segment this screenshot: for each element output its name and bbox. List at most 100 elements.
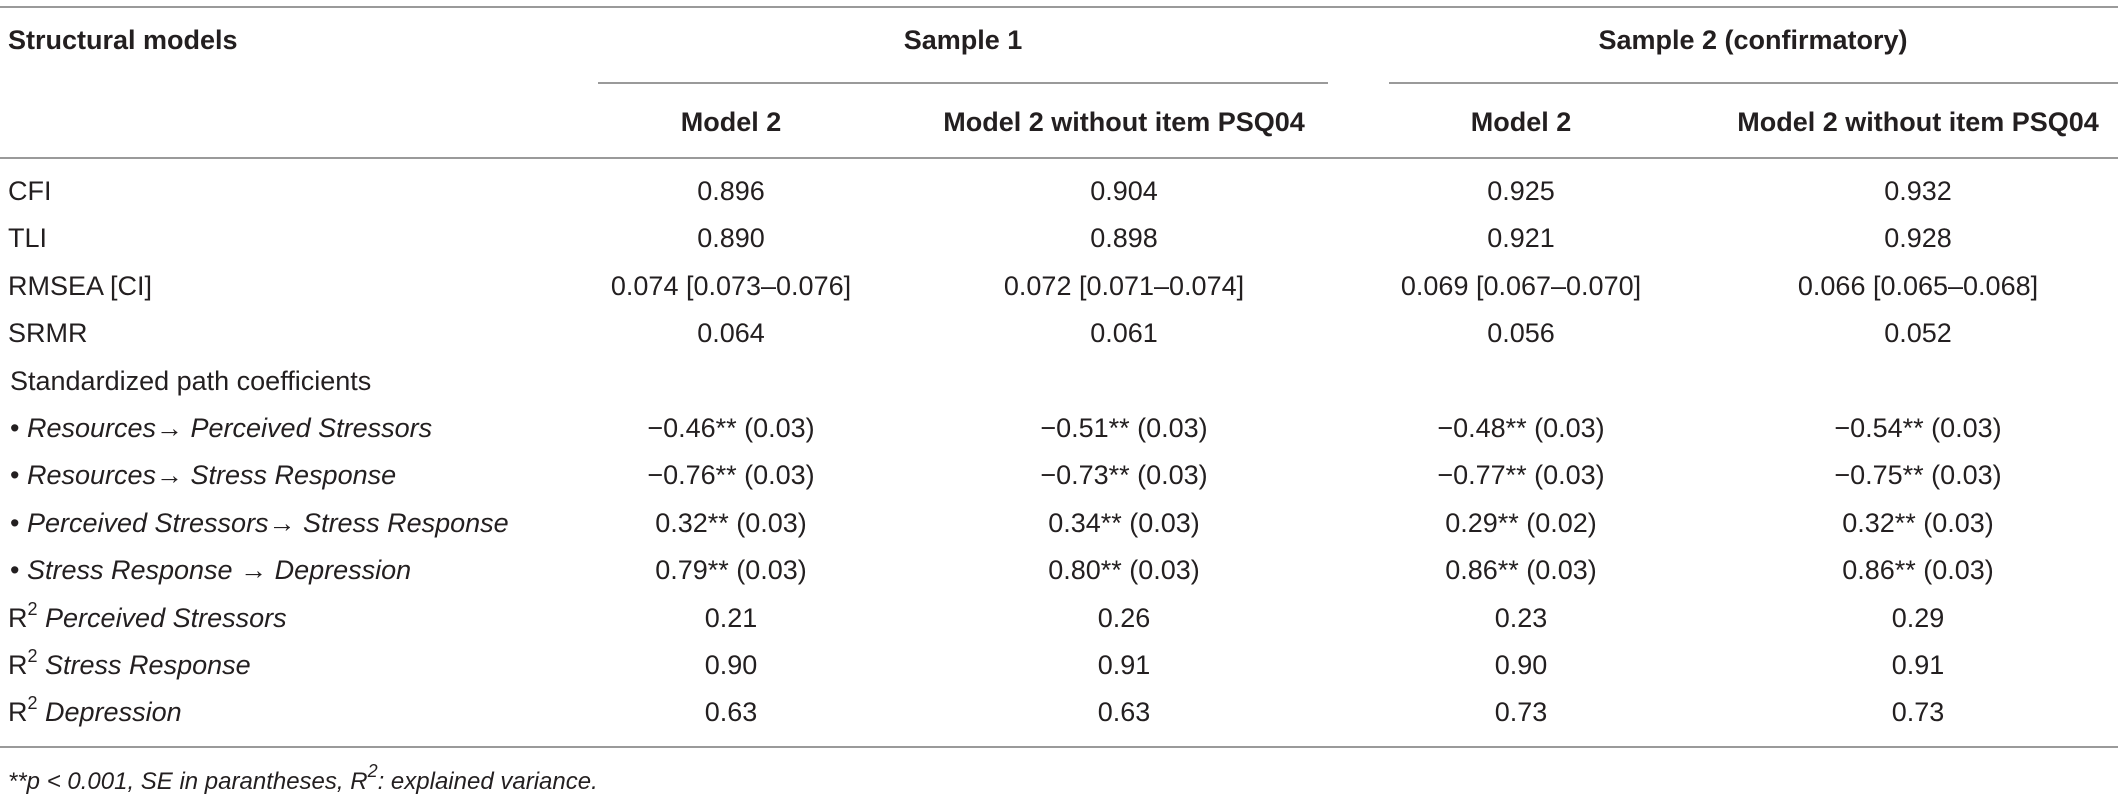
footnote-superscript: 2 <box>367 761 378 781</box>
table-cell: 0.890 <box>697 223 765 254</box>
table-cell: 0.072 [0.071–0.074] <box>1003 270 1245 301</box>
table-cell: 0.90 <box>1494 649 1548 680</box>
table-cell: 0.23 <box>1494 602 1548 633</box>
table-row: RMSEA [CI] 0.074 [0.073–0.076] 0.072 [0.07… <box>0 265 2118 312</box>
r-squared-superscript: 2 <box>27 598 38 619</box>
table-cell: 0.29 <box>1891 602 1945 633</box>
table-cell: 0.052 <box>1884 318 1952 349</box>
r-squared-symbol: R <box>8 697 28 728</box>
table-row: • Resources→ Stress Response −0.76** (0.0… <box>0 454 2118 501</box>
row-label-text: Perceived Stressors→ Stress Response <box>26 507 509 538</box>
table-cell: 0.921 <box>1487 223 1555 254</box>
header-col4: Model 2 without item PSQ04 <box>1737 107 2099 137</box>
r-squared-symbol: R <box>8 649 28 680</box>
table-cell: 0.73 <box>1891 697 1945 728</box>
table-row: • Stress Response → Depression 0.79** (0.… <box>0 549 2118 596</box>
row-label: R2 Depression <box>8 694 182 728</box>
row-label: TLI <box>8 223 47 254</box>
table-cell: 0.928 <box>1884 223 1952 254</box>
r-squared-symbol: R <box>8 602 28 633</box>
row-label-text: Stress Response <box>45 649 251 680</box>
table-row: R2 Perceived Stressors 0.21 0.26 0.23 0.29 <box>0 597 2118 644</box>
row-label: RMSEA [CI] <box>8 271 152 302</box>
table-cell: −0.75** (0.03) <box>1834 460 2002 491</box>
header-rule <box>0 157 2118 159</box>
footnote-text-end: : explained variance. <box>377 768 598 795</box>
table-cell: 0.898 <box>1090 223 1158 254</box>
row-label: • Resources→ Perceived Stressors <box>10 413 432 444</box>
table-cell: 0.86** (0.03) <box>1842 555 1994 586</box>
row-label-text: Stress Response → Depression <box>26 555 412 586</box>
row-label-text: Standardized path coefficients <box>10 365 372 396</box>
table-cell: 0.90 <box>704 649 758 680</box>
table-row: SRMR 0.064 0.061 0.056 0.052 <box>0 312 2118 359</box>
header-sample2: Sample 2 (confirmatory) <box>1598 25 1908 55</box>
table-cell: 0.066 [0.065–0.068] <box>1797 270 2039 301</box>
bullet-icon: • <box>10 412 20 443</box>
header-col3: Model 2 <box>1470 107 1572 137</box>
sample1-group-rule <box>598 82 1328 84</box>
row-label: CFI <box>8 176 52 207</box>
row-label-text: TLI <box>8 223 48 254</box>
table-row: CFI 0.896 0.904 0.925 0.932 <box>0 170 2118 217</box>
table-cell: 0.29** (0.02) <box>1445 507 1597 538</box>
row-label: R2 Perceived Stressors <box>8 600 287 634</box>
row-label: SRMR <box>8 318 88 349</box>
table-cell: 0.86** (0.03) <box>1445 555 1597 586</box>
table-cell: 0.91 <box>1097 649 1151 680</box>
table-row: • Resources→ Perceived Stressors −0.46** … <box>0 407 2118 454</box>
row-label-text: Resources→ Stress Response <box>26 460 397 491</box>
r-squared-superscript: 2 <box>27 693 38 714</box>
bullet-icon: • <box>10 460 20 491</box>
table-row: TLI 0.890 0.898 0.921 0.928 <box>0 217 2118 264</box>
table-cell: 0.932 <box>1884 176 1952 206</box>
row-label: R2 Stress Response <box>8 647 251 681</box>
table-cell: −0.46** (0.03) <box>647 412 815 443</box>
table-cell: 0.63 <box>704 697 758 728</box>
table-cell: 0.896 <box>697 176 765 206</box>
table-cell: 0.904 <box>1090 176 1158 206</box>
table-row: • Perceived Stressors→ Stress Response 0.… <box>0 502 2118 549</box>
table-cell: 0.34** (0.03) <box>1048 507 1200 538</box>
table-body: CFI 0.896 0.904 0.925 0.932 TLI 0.890 0.898 0.92… <box>0 170 2118 739</box>
table-row: R2 Stress Response 0.90 0.91 0.90 0.91 <box>0 644 2118 691</box>
top-rule <box>0 6 2118 8</box>
header-col1: Model 2 <box>680 107 782 137</box>
row-label-text: RMSEA [CI] <box>8 270 153 301</box>
row-label-text: SRMR <box>8 318 88 349</box>
table-cell: 0.061 <box>1090 318 1158 349</box>
header-sample1: Sample 1 <box>903 25 1023 55</box>
table-cell: 0.21 <box>704 602 758 633</box>
table-cell: 0.32** (0.03) <box>1842 507 1994 538</box>
table-cell: 0.074 [0.073–0.076] <box>610 270 852 301</box>
table-cell: −0.51** (0.03) <box>1040 412 1208 443</box>
table-footnote: **p < 0.001, SE in parantheses, R2: expl… <box>8 762 598 796</box>
table-row: R2 Depression 0.63 0.63 0.73 0.73 <box>0 691 2118 738</box>
bullet-icon: • <box>10 555 20 586</box>
row-label: Standardized path coefficients <box>10 366 371 397</box>
table-cell: 0.069 [0.067–0.070] <box>1400 270 1642 301</box>
table-cell: 0.32** (0.03) <box>655 507 807 538</box>
table-cell: 0.80** (0.03) <box>1048 555 1200 586</box>
table-cell: 0.63 <box>1097 697 1151 728</box>
row-label: • Perceived Stressors→ Stress Response <box>10 508 509 539</box>
table-cell: 0.91 <box>1891 649 1945 680</box>
r-squared-superscript: 2 <box>27 645 38 666</box>
row-label: • Stress Response → Depression <box>10 555 411 586</box>
bullet-icon: • <box>10 507 20 538</box>
row-label-text: Depression <box>45 697 182 728</box>
table-cell: −0.54** (0.03) <box>1834 412 2002 443</box>
table-cell: −0.76** (0.03) <box>647 460 815 491</box>
sample2-group-rule <box>1389 82 2118 84</box>
table-cell: −0.77** (0.03) <box>1437 460 1605 491</box>
table-cell: 0.26 <box>1097 602 1151 633</box>
table-cell: 0.925 <box>1487 176 1555 206</box>
row-label-text: Resources→ Perceived Stressors <box>26 412 433 443</box>
table-cell: 0.79** (0.03) <box>655 555 807 586</box>
row-label-text: Perceived Stressors <box>45 602 287 633</box>
header-row-label: Structural models <box>8 25 238 55</box>
header-col2: Model 2 without item PSQ04 <box>943 107 1305 137</box>
table-row: Standardized path coefficients <box>0 360 2118 407</box>
table-cell: −0.48** (0.03) <box>1437 412 1605 443</box>
row-label: • Resources→ Stress Response <box>10 460 396 491</box>
